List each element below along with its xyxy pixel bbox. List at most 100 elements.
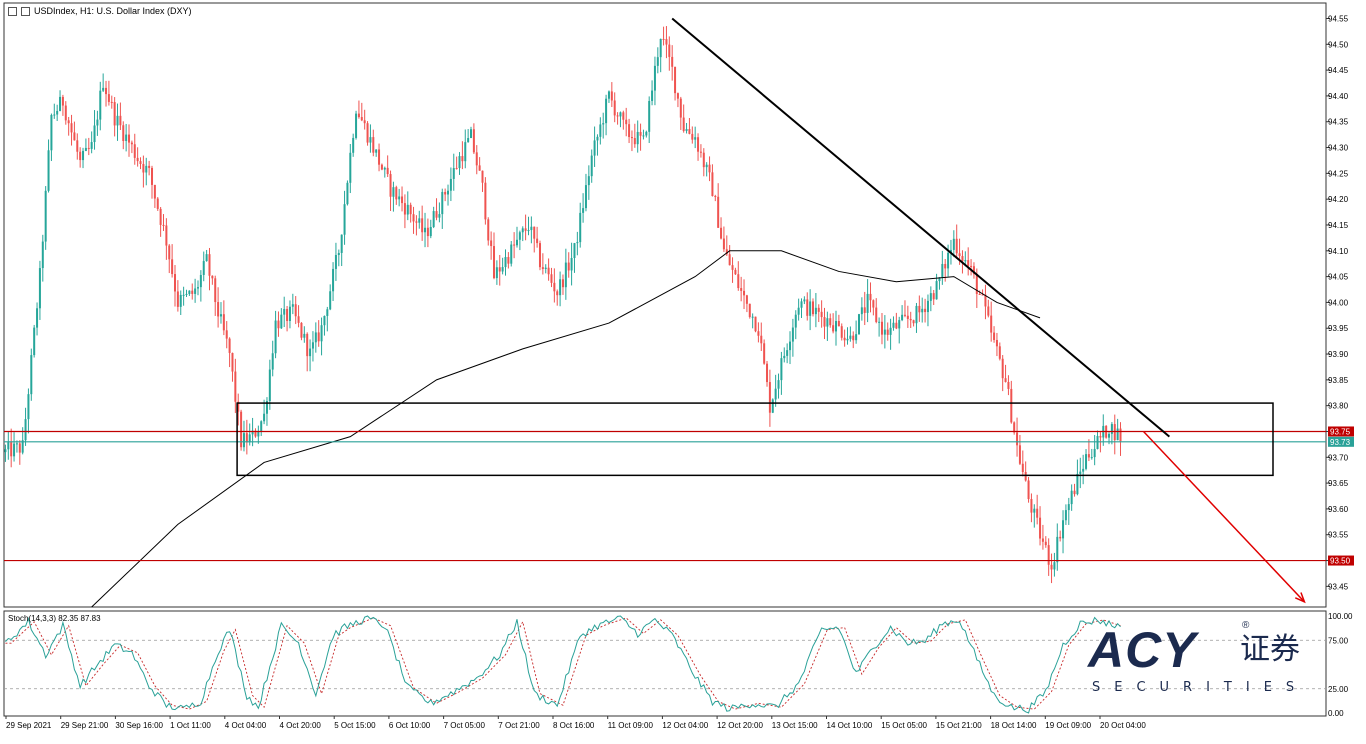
candle-body (125, 134, 128, 141)
candle-body (544, 267, 547, 270)
candle-body (872, 300, 875, 308)
chart-window-icon (8, 6, 17, 16)
candle-body (355, 113, 358, 138)
candle-body (444, 191, 447, 195)
candle-body (961, 256, 964, 262)
level-tag-label-current: 93.73 (1330, 438, 1351, 447)
candle-body (171, 259, 174, 275)
candle-body (142, 163, 145, 173)
candle-body (38, 268, 41, 309)
candle-body (846, 338, 849, 341)
candle-body (740, 288, 743, 291)
candle-body (231, 352, 234, 372)
candle-body (1001, 358, 1004, 379)
stoch-tick-label: 100.00 (1328, 612, 1353, 621)
candle-body (832, 325, 835, 332)
candle-body (159, 208, 162, 225)
candle-body (343, 204, 346, 235)
candle-body (515, 239, 518, 246)
candle-body (1007, 381, 1010, 389)
candle-body (340, 234, 343, 253)
candle-body (21, 440, 24, 453)
candle-body (590, 155, 593, 177)
candle-body (720, 227, 723, 239)
candle-body (1067, 504, 1070, 511)
logo-chinese-text: 证券 (1240, 632, 1300, 667)
candle-body (656, 57, 659, 66)
candle-body (369, 137, 372, 143)
candle-body (820, 311, 823, 318)
candle-body (1036, 508, 1039, 518)
level-tag-support (1328, 555, 1354, 566)
candle-body (76, 140, 79, 152)
candle-body (699, 151, 702, 153)
candle-body (309, 348, 312, 357)
candle-body (464, 142, 467, 162)
candle-body (541, 267, 544, 270)
candle-body (156, 198, 159, 209)
candle-body (1044, 541, 1047, 546)
candle-body (128, 134, 131, 143)
candle-body (409, 204, 412, 215)
x-tick-label: 29 Sep 2021 (6, 721, 52, 730)
candle-body (122, 125, 125, 141)
candle-body (674, 66, 677, 94)
x-tick-label: 15 Oct 21:00 (936, 721, 982, 730)
candle-body (165, 225, 168, 246)
candle-body (826, 318, 829, 327)
candle-body (4, 449, 7, 453)
y-tick-label: 94.50 (1328, 40, 1349, 49)
candle-body (579, 212, 582, 243)
candle-body (484, 182, 487, 220)
candle-body (964, 260, 967, 262)
candle-body (883, 329, 886, 335)
candle-body (909, 318, 912, 321)
candle-body (915, 305, 918, 324)
y-tick-label: 93.45 (1328, 582, 1349, 591)
candle-body (424, 227, 427, 233)
candle-body (513, 244, 516, 246)
candle-body (1090, 457, 1093, 459)
stoch-signal-line (5, 617, 1121, 710)
candle-body (754, 316, 757, 332)
candle-body (737, 274, 740, 289)
candle-body (935, 281, 938, 300)
candle-body (30, 355, 33, 395)
level-tag-label-resistance: 93.75 (1330, 427, 1351, 436)
candle-body (360, 117, 363, 121)
candle-body (288, 306, 291, 321)
y-tick-label: 94.15 (1328, 221, 1349, 230)
candle-body (892, 322, 895, 328)
candle-body (636, 131, 639, 145)
candle-body (334, 254, 337, 269)
x-tick-label: 12 Oct 04:00 (662, 721, 708, 730)
candle-body (33, 327, 36, 356)
logo-registered-mark: ® (1242, 620, 1250, 631)
candle-body (10, 442, 13, 457)
candle-body (260, 421, 263, 431)
candle-body (429, 227, 432, 237)
x-tick-label: 13 Oct 15:00 (772, 721, 818, 730)
candle-body (780, 358, 783, 381)
candle-body (536, 238, 539, 244)
candle-body (110, 101, 113, 103)
level-tag-current (1328, 436, 1354, 447)
candle-body (64, 105, 67, 121)
candle-body (852, 335, 855, 341)
candle-body (947, 252, 950, 269)
candle-body (314, 332, 317, 343)
candle-body (145, 165, 148, 173)
stoch-main-line (5, 615, 1121, 714)
candle-body (47, 150, 50, 191)
candle-body (363, 120, 366, 124)
candle-body (616, 115, 619, 117)
candle-body (527, 230, 530, 232)
candle-body (389, 174, 392, 197)
candle-body (955, 238, 958, 254)
candle-body (926, 300, 929, 313)
y-tick-label: 94.40 (1328, 92, 1349, 101)
candle-body (99, 90, 102, 120)
candle-body (1033, 508, 1036, 513)
candle-body (645, 131, 648, 136)
candle-body (475, 152, 478, 166)
